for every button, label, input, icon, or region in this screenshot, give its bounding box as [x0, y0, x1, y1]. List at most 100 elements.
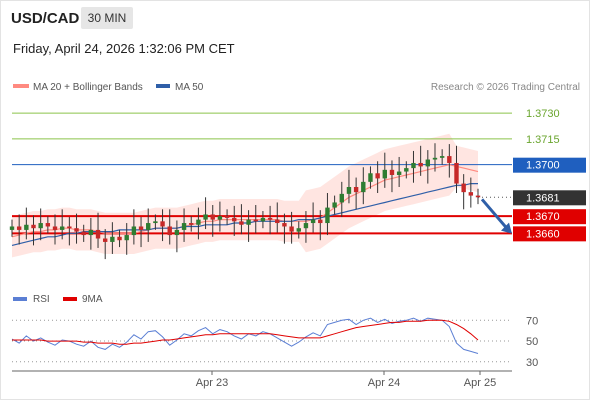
candle-body — [239, 221, 244, 225]
candle — [289, 211, 294, 244]
candle-body — [124, 235, 129, 241]
candle — [454, 145, 459, 194]
candle — [153, 214, 158, 230]
candlesticks — [9, 143, 481, 260]
timestamp-label: Friday, April 24, 2026 1:32:06 PM CET — [13, 41, 235, 56]
candle — [24, 207, 29, 240]
candle — [181, 208, 187, 242]
candle — [353, 177, 359, 210]
ma20-line — [11, 164, 479, 238]
candle — [174, 220, 180, 253]
candle-body — [296, 228, 301, 232]
candle — [339, 181, 344, 218]
candle-body — [332, 202, 337, 208]
candle-body — [59, 226, 65, 230]
bollinger-band-area — [12, 133, 478, 258]
candle — [131, 209, 137, 245]
candle-body — [45, 223, 51, 227]
candle — [45, 216, 51, 234]
ma9-legend-label: 9MA — [82, 294, 103, 305]
candle — [475, 188, 481, 205]
candle — [110, 222, 115, 254]
support-label: 1.3670 — [526, 211, 560, 223]
candle — [38, 208, 43, 241]
candle-body — [81, 231, 86, 236]
resistance-label: 1.3715 — [526, 134, 560, 146]
ma20-legend-label: MA 20 + Bollinger Bands — [33, 82, 143, 93]
time-axis: Apr 23 Apr 24 Apr 25 — [12, 370, 512, 389]
candle — [103, 229, 108, 260]
candle-body — [361, 181, 366, 193]
time-axis-label: Apr 25 — [464, 377, 496, 389]
candle — [418, 145, 423, 176]
candle — [196, 207, 201, 240]
rsi-legend-label: RSI — [33, 294, 50, 305]
candle-body — [38, 223, 43, 229]
candle — [189, 216, 194, 232]
candle — [318, 210, 323, 241]
candle-body — [189, 223, 194, 225]
ma9-legend-swatch — [63, 297, 77, 301]
candle-body — [203, 214, 208, 220]
forecast-arrow-line — [480, 198, 510, 231]
forecast-arrow — [480, 198, 512, 234]
candle-body — [260, 217, 266, 222]
candle — [59, 209, 65, 240]
candle-body — [282, 223, 287, 227]
candle — [210, 205, 215, 237]
timeframe-badge[interactable]: 30 MIN — [81, 7, 133, 29]
symbol-title: USD/CAD — [11, 10, 80, 27]
candle — [411, 150, 416, 183]
rsi-panel: 70 50 30 — [11, 315, 538, 369]
candle-body — [88, 229, 94, 236]
candle-body — [95, 229, 101, 239]
candle — [74, 213, 79, 244]
time-axis-label: Apr 24 — [368, 377, 400, 389]
candle-body — [210, 214, 215, 220]
candle-body — [146, 223, 151, 230]
candle-body — [196, 219, 201, 225]
candle — [217, 201, 223, 232]
candle — [138, 217, 144, 248]
candle — [389, 160, 395, 193]
candle-body — [368, 173, 373, 182]
candle-body — [389, 169, 395, 175]
copyright-note: Research © 2026 Trading Central — [431, 82, 580, 93]
candle-body — [153, 221, 158, 224]
candle-body — [375, 173, 380, 179]
candle-body — [31, 224, 36, 229]
candle — [425, 150, 431, 184]
candle-body — [468, 192, 474, 196]
candle-body — [396, 171, 402, 175]
candle-body — [382, 169, 387, 179]
candle-body — [103, 238, 108, 242]
candle-body — [411, 162, 416, 169]
candle-body — [447, 156, 452, 163]
candle-body — [160, 221, 165, 227]
candle — [275, 202, 280, 233]
candle — [203, 197, 208, 230]
candle — [382, 152, 387, 188]
candle-body — [432, 157, 438, 160]
candle — [432, 143, 438, 172]
support-label-bg — [513, 209, 586, 225]
support-label-bg — [513, 226, 586, 242]
bollinger-band — [12, 133, 478, 258]
candle-body — [224, 216, 230, 218]
candle — [253, 205, 258, 234]
candle — [332, 195, 337, 215]
resistance-label: 1.3730 — [526, 108, 560, 120]
candle — [224, 209, 230, 225]
level-labels: 1.3730 1.3715 1.3700 1.3681 1.3670 1.3660 — [513, 108, 586, 242]
candle — [52, 214, 58, 245]
candle — [404, 161, 409, 179]
candle-body — [67, 226, 72, 229]
candle — [346, 169, 352, 204]
candle — [9, 219, 15, 237]
candle — [447, 144, 452, 178]
candle-body — [404, 168, 409, 172]
candle — [468, 177, 474, 208]
candle — [117, 229, 122, 248]
candle-body — [461, 183, 466, 193]
candle — [310, 202, 316, 233]
